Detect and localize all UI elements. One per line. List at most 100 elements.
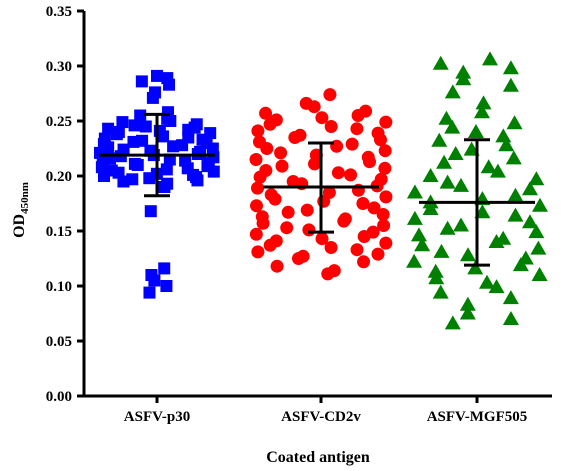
data-point [495,128,512,143]
y-axis-ticks: 0.00 0.05 0.10 0.15 0.20 0.25 0.30 0.35 [46,4,84,405]
y-tick-label: 0.05 [46,334,72,350]
data-point [528,171,545,186]
data-point [452,177,469,192]
data-point [362,155,376,169]
data-point [506,115,523,130]
x-category-label: ASFV-CD2v [281,409,361,425]
data-point [406,210,423,225]
data-point [315,232,329,246]
data-point [459,296,476,311]
data-point [431,132,448,147]
data-point [331,166,345,180]
data-point [143,172,156,185]
data-point [432,284,449,299]
data-point [480,159,497,174]
data-point [151,69,163,82]
data-point [249,227,263,241]
data-point [249,153,263,166]
data-point [302,223,316,237]
data-point [144,205,157,218]
data-point [134,109,147,122]
data-point [128,119,141,132]
data-point [488,279,505,294]
data-point [263,117,277,131]
data-point [507,207,524,222]
data-point [374,133,388,147]
data-point [498,137,515,152]
data-point [160,163,173,176]
data-point [505,150,522,165]
data-point [433,243,450,258]
data-point [371,247,385,261]
data-point [460,247,477,262]
data-point [127,135,140,148]
data-point [531,267,548,281]
data-point [444,119,461,134]
data-points [94,51,548,330]
data-point [444,84,461,99]
data-point [281,205,295,219]
data-point [116,116,129,129]
data-point [97,170,110,182]
x-category-label: ASFV-p30 [124,409,190,425]
data-point [502,290,519,305]
data-point [532,197,548,212]
y-tick-label: 0.10 [46,279,72,295]
data-point [317,194,331,208]
y-tick-label: 0.30 [46,59,72,75]
data-point [263,238,277,252]
data-point [439,174,456,189]
data-point [324,241,338,254]
data-point [444,315,461,330]
data-point [315,111,329,125]
data-point [291,252,305,265]
data-point [274,146,288,160]
data-point [427,263,444,278]
data-point [253,170,267,184]
data-point [377,219,391,232]
data-point [507,187,524,202]
data-point [307,100,321,114]
data-point [251,124,265,138]
data-point [167,140,180,153]
x-axis-categories: ASFV-p30 ASFV-CD2v ASFV-MGF505 [124,396,527,425]
y-axis-title-main: OD [11,214,28,238]
data-point [481,51,498,66]
data-point [337,214,351,228]
data-point [270,259,284,273]
data-point [422,168,439,182]
data-point [280,221,294,235]
data-point [379,190,393,204]
data-point [357,230,371,243]
mean-sd-bars [99,112,535,267]
data-point [455,71,472,86]
data-point [406,184,423,199]
x-axis-title: Coated antigen [266,449,370,466]
data-point [502,311,519,325]
data-point [428,270,445,285]
x-category-label: ASFV-MGF505 [427,409,528,425]
y-tick-label: 0.20 [46,169,72,185]
data-point [324,120,338,133]
data-point [378,144,392,158]
data-point [163,78,176,91]
data-point [259,106,273,120]
data-point [447,146,464,160]
data-point [478,274,495,289]
data-point [158,181,171,193]
data-point [308,157,322,171]
data-point [376,208,390,221]
data-point [143,286,156,299]
data-point [473,104,490,119]
data-point [521,181,538,196]
data-point [250,199,264,213]
data-point [414,237,431,252]
y-tick-label: 0.15 [46,224,72,240]
data-point [528,224,545,239]
y-tick-label: 0.25 [46,114,72,130]
data-point [438,110,455,125]
data-point [436,154,453,169]
data-point [126,173,139,186]
data-point [379,115,393,129]
